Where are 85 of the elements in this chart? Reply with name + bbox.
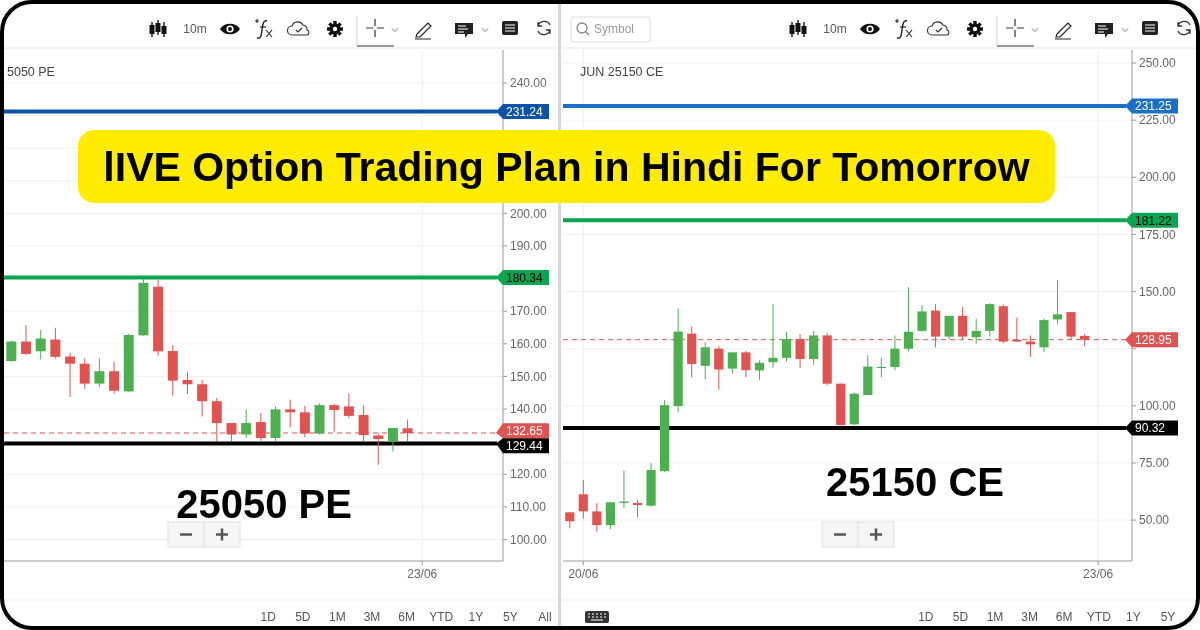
y-tick-label: 190.00 [510,239,548,254]
candlestick [700,342,710,380]
text: lIVE Option Trading Plan in Hindi For Tomorrow [103,144,1030,190]
text: 10m [823,22,847,36]
y-tick-label: 120.00 [510,467,548,482]
candlestick [876,357,886,378]
candlestick [35,329,46,360]
text: 1Y [468,610,484,624]
y-tick-label: 175.00 [1139,227,1177,242]
text: YTD [1086,610,1112,624]
y-tick-label: 170.00 [510,304,548,319]
text: YTD [429,610,454,624]
candlestick [65,352,76,398]
annotation: 25050 PE [176,482,352,526]
candlestick [768,303,778,369]
text: 6M [1055,610,1073,624]
ref-line-label: 129.44 [506,439,544,454]
y-tick-label: 150.00 [1139,284,1177,299]
candlestick [592,502,602,533]
candlestick [754,359,765,381]
candlestick [329,403,340,433]
candlestick [741,350,751,378]
text: All [538,610,552,624]
candlestick [809,330,819,366]
text: 5D [295,610,311,624]
candlestick [781,331,792,362]
candlestick [6,340,17,363]
candlestick [241,408,252,439]
candlestick [890,334,900,371]
x-tick-label: 23/06 [407,567,438,581]
candlestick [727,351,737,375]
text: 1D [918,610,934,624]
candlestick [1052,279,1063,325]
y-tick-label: 100.00 [1139,399,1177,414]
x-tick-label: 23/06 [1083,567,1114,581]
candlestick [79,357,90,390]
candlestick [285,399,296,428]
text: 6M [398,610,415,624]
candlestick [343,392,354,419]
text: 1M [329,610,346,624]
y-tick-label: 75.00 [1139,456,1170,471]
text: 1D [260,610,277,624]
ref-line-label: 90.32 [1135,421,1166,436]
candlestick [917,304,927,333]
ref-line-label: 132.65 [506,424,544,439]
y-tick-label: 200.00 [510,206,548,221]
candlestick [94,357,105,388]
ref-line-label: 128.95 [1135,332,1173,347]
text: 5Y [1160,610,1176,624]
ref-line-label: 231.24 [506,104,544,119]
candlestick [971,318,981,345]
y-tick-label: 100.00 [510,532,548,547]
y-tick-label: 200.00 [1139,170,1177,185]
annotation: 25150 CE [826,460,1004,504]
text: 5Y [503,610,518,624]
candlestick [714,345,724,391]
text: Symbol [594,22,635,36]
candlestick [197,379,208,418]
y-tick-label: 160.00 [510,337,548,352]
y-tick-label: 225.00 [1139,113,1177,128]
text: 3M [1021,610,1038,624]
y-tick-label: 140.00 [510,402,548,417]
text: 3M [363,610,381,624]
text: 10m [183,22,207,36]
ref-line-label: 180.34 [506,270,544,285]
y-tick-label: 150.00 [510,369,548,384]
text: JUN 25150 CE [580,65,664,79]
candlestick [50,327,61,359]
candlestick [182,371,193,395]
text: 5050 PE [7,65,55,79]
y-tick-label: 50.00 [1139,513,1170,528]
y-tick-label: 110.00 [510,500,547,515]
ref-line-label: 231.25 [1135,99,1173,114]
y-tick-label: 240.00 [510,76,548,91]
text: 5D [952,610,969,624]
candlestick [109,361,120,395]
candlestick [605,501,616,530]
x-tick-label: 20/06 [568,567,599,581]
text: 1Y [1126,610,1141,624]
ref-line-label: 181.22 [1135,213,1173,228]
candlestick [903,286,914,352]
y-tick-label: 250.00 [1139,56,1177,71]
candlestick [578,479,588,520]
candlestick [21,324,31,356]
text: 1M [986,610,1004,624]
